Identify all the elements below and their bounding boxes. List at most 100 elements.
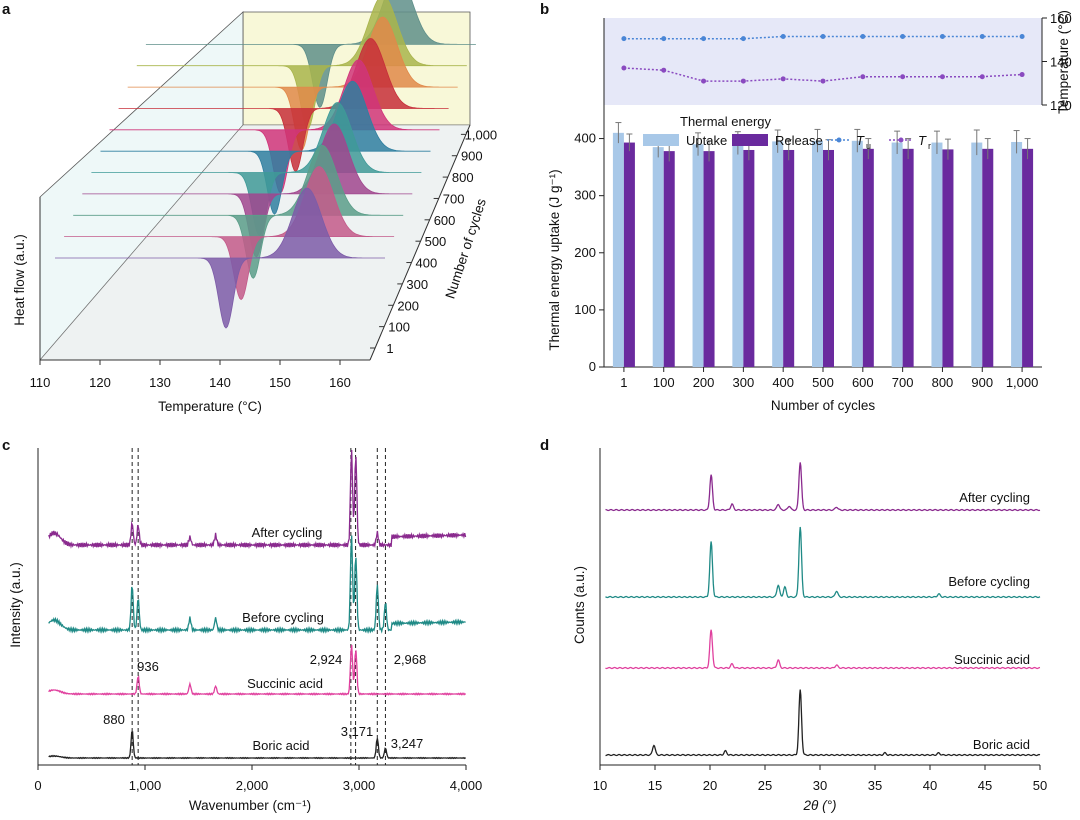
legend-label-uptake: Uptake <box>686 133 727 148</box>
bar-uptake-100 <box>652 147 664 367</box>
b-y2-axis-label: Temperature (°C) <box>1056 10 1071 114</box>
a-x-tick-label: 160 <box>329 375 351 390</box>
c-annotation: 2,968 <box>394 652 427 667</box>
b-x-tick-label: 400 <box>772 375 794 390</box>
b-x-tick-label: 200 <box>693 375 715 390</box>
c-x-tick-label: 3,000 <box>343 778 376 793</box>
b-y-axis-label: Thermal energy uptake (J g⁻¹) <box>547 169 562 350</box>
bar-release-800 <box>942 149 954 367</box>
c-dashed-lines <box>131 448 386 765</box>
a-cycle-tick-label: 200 <box>397 298 419 313</box>
bar-uptake-800 <box>931 142 943 367</box>
c-spectrum-3 <box>48 731 467 760</box>
legend-label-tu: T <box>856 133 865 148</box>
b-x-tick-label: 1,000 <box>1006 375 1039 390</box>
a-x-tick-label: 110 <box>30 375 51 390</box>
legend-swatch-uptake <box>643 134 679 146</box>
d-curve-label: After cycling <box>959 490 1030 505</box>
bar-uptake-900 <box>971 142 983 367</box>
c-y-axis-label: Intensity (a.u.) <box>8 562 23 648</box>
b-x-axis-label: Number of cycles <box>771 398 876 413</box>
bar-release-100 <box>663 151 675 367</box>
point-tr <box>780 76 786 82</box>
a-x-axis-label: Temperature (°C) <box>158 399 262 414</box>
d-x-tick-label: 50 <box>1033 778 1047 793</box>
panel-letter-a: a <box>2 1 11 18</box>
d-x-tick-label: 15 <box>648 778 662 793</box>
c-annotations: 880 936 2,924 2,968 3,171 3,247 <box>103 652 426 751</box>
d-x-tick-label: 40 <box>923 778 937 793</box>
b-x-tick-label: 900 <box>971 375 993 390</box>
panel-d-xrd: 10 15 20 25 30 35 40 45 50 After cycling Before c… <box>572 448 1047 813</box>
c-curve-label: Boric acid <box>252 738 309 753</box>
d-curve-label: Before cycling <box>948 574 1030 589</box>
c-x-tick-label: 0 <box>34 778 41 793</box>
bar-uptake-700 <box>891 142 903 367</box>
bar-uptake-500 <box>812 140 823 367</box>
bar-uptake-300 <box>732 143 744 367</box>
point-tr <box>860 74 866 80</box>
c-spectrum-2 <box>48 644 467 696</box>
a-cycle-tick-label: 700 <box>443 191 465 206</box>
b-y-tick-label: 100 <box>574 302 596 317</box>
temperature-band <box>604 18 1042 105</box>
bar-uptake-600 <box>851 140 863 367</box>
b-y2-tick-label: 140 <box>1050 55 1072 70</box>
a-x-tick-label: 150 <box>269 375 291 390</box>
c-x-tick-label: 4,000 <box>450 778 483 793</box>
bar-release-500 <box>823 149 834 367</box>
point-tr <box>661 67 667 73</box>
d-x-tick-label: 35 <box>868 778 882 793</box>
bar-uptake-1 <box>612 132 624 367</box>
d-x-ticks: 10 15 20 25 30 35 40 45 50 <box>593 765 1047 793</box>
legend-sub-tr: r <box>928 141 931 151</box>
c-x-tick-label: 2,000 <box>236 778 269 793</box>
panel-letter-c: c <box>2 437 10 454</box>
dsc-curve-1 <box>55 187 385 329</box>
point-tu <box>780 33 786 39</box>
b-x-ticks: 1 100 200 300 400 500 600 700 800 900 1,000 <box>620 367 1038 390</box>
legend-swatch-release <box>732 134 768 146</box>
point-tu <box>900 33 906 39</box>
d-x-tick-label: 20 <box>703 778 717 793</box>
bar-release-900 <box>982 148 994 367</box>
b-y-tick-label: 300 <box>574 188 596 203</box>
legend-marker-tu <box>836 137 842 143</box>
point-tu <box>820 33 826 39</box>
panel-b-bar-chart: 0 100 200 300 400 120 140 160 1 100 200 300 400 500… <box>547 10 1072 413</box>
b-x-tick-label: 600 <box>852 375 874 390</box>
a-cycle-tick-label: 300 <box>406 277 428 292</box>
b-y-tick-label: 0 <box>589 359 596 374</box>
bar-release-1000 <box>1022 148 1034 367</box>
bar-uptake-400 <box>772 141 784 367</box>
d-x-axis-label: 2θ (°) <box>803 798 837 813</box>
a-cycle-tick-label: 600 <box>434 213 456 228</box>
a-cycle-tick-label: 800 <box>452 170 474 185</box>
point-tr <box>1019 72 1025 78</box>
b-y2-tick-label: 120 <box>1050 98 1072 113</box>
a-cycle-tick-label: 500 <box>425 234 447 249</box>
bar-uptake-200 <box>692 144 704 367</box>
a-x-tick-label: 120 <box>89 375 111 390</box>
d-pattern-0 <box>605 462 1041 512</box>
point-tu <box>1019 33 1025 39</box>
c-annotation: 936 <box>137 659 159 674</box>
a-x-tick-label: 140 <box>209 375 231 390</box>
d-curve-labels: After cycling Before cycling Succinic acid… <box>948 490 1030 752</box>
dsc-curves <box>55 0 476 329</box>
depth-axis-line <box>369 124 471 361</box>
point-tr <box>979 74 985 80</box>
panel-c-spectra: 0 1,000 2,000 3,000 4,000 After cycling Befor… <box>8 448 482 813</box>
d-y-axis-label: Counts (a.u.) <box>572 566 587 644</box>
c-annotation: 3,247 <box>391 736 424 751</box>
c-annotation: 3,171 <box>341 724 374 739</box>
d-x-tick-label: 45 <box>978 778 992 793</box>
b-x-tick-label: 100 <box>653 375 675 390</box>
b-x-tick-label: 1 <box>620 375 627 390</box>
point-tu <box>939 33 945 39</box>
legend-label-release: Release <box>775 133 823 148</box>
c-annotation: 880 <box>103 712 125 727</box>
point-tr <box>939 74 945 80</box>
c-curve-label: Before cycling <box>242 610 324 625</box>
